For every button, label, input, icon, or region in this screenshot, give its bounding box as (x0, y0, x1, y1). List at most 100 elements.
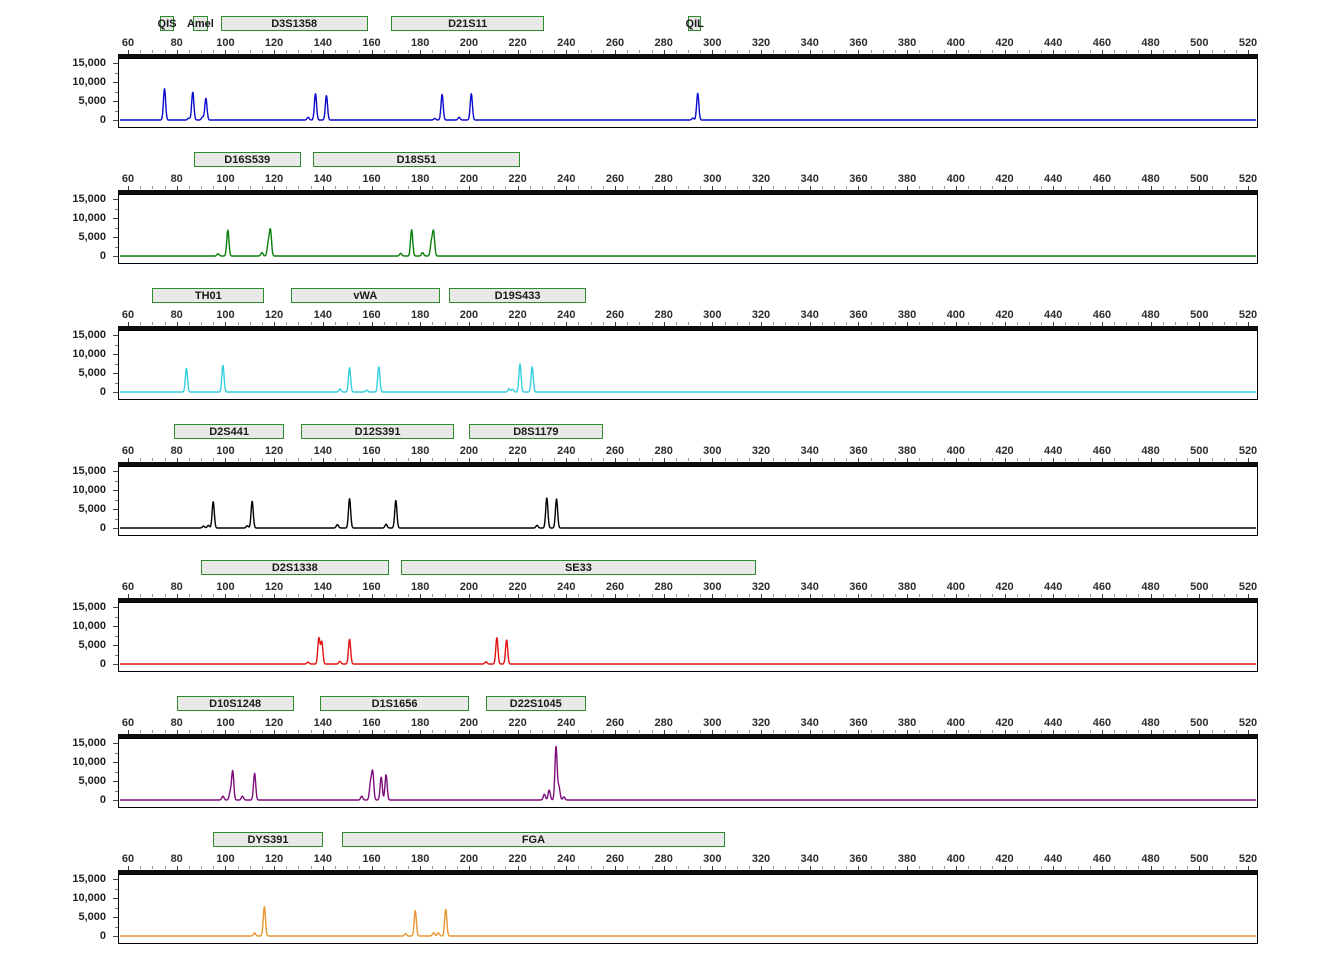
x-axis-label: 200 (459, 853, 479, 865)
x-major-tick (809, 322, 811, 326)
y-minor-tick (115, 771, 118, 773)
y-minor-tick (115, 227, 118, 229)
x-minor-tick (383, 866, 385, 869)
y-axis-label: 10,000 (72, 76, 106, 88)
x-minor-tick (481, 730, 482, 733)
x-minor-tick (1235, 458, 1237, 461)
x-major-tick (322, 866, 324, 870)
x-axis-label: 420 (995, 717, 1014, 729)
x-minor-tick (700, 866, 702, 869)
x-major-tick (566, 50, 568, 54)
x-minor-tick (408, 50, 409, 53)
x-minor-tick (1114, 730, 1116, 733)
marker-box: QIS (158, 16, 176, 31)
x-minor-tick (1175, 186, 1176, 189)
x-major-tick (1053, 322, 1055, 326)
x-axis-label: 320 (751, 853, 771, 865)
x-minor-tick (992, 730, 994, 733)
x-axis-bar (118, 190, 1258, 194)
x-axis-label: 240 (557, 37, 576, 49)
trace-dye-blue (120, 88, 1257, 121)
x-minor-tick (675, 866, 677, 869)
x-major-tick (1101, 594, 1103, 598)
x-minor-tick (651, 322, 653, 325)
x-minor-tick (1223, 594, 1225, 597)
x-minor-tick (834, 866, 836, 869)
x-minor-tick (1138, 322, 1140, 325)
x-minor-tick (821, 50, 823, 53)
x-major-tick (955, 730, 957, 734)
x-axis-label: 240 (557, 173, 576, 185)
x-minor-tick (1126, 730, 1128, 733)
x-minor-tick (980, 594, 982, 597)
x-major-tick (809, 50, 811, 54)
x-minor-tick (700, 594, 702, 597)
x-minor-tick (688, 186, 689, 189)
x-axis-label: 520 (1238, 581, 1258, 593)
x-minor-tick (882, 458, 884, 461)
x-minor-tick (456, 866, 458, 869)
x-axis-label: 280 (654, 37, 673, 49)
x-axis-label: 60 (121, 37, 135, 49)
y-major-tick (113, 82, 118, 83)
x-minor-tick (347, 730, 349, 733)
x-major-tick (907, 866, 909, 870)
trace-polyline (120, 88, 1257, 121)
x-minor-tick (590, 322, 592, 325)
x-minor-tick (943, 730, 945, 733)
x-minor-tick (152, 322, 154, 325)
x-major-tick (858, 730, 860, 734)
x-minor-tick (541, 866, 543, 869)
x-minor-tick (748, 322, 750, 325)
marker-label-row: D2S1338 SE33 (0, 560, 1333, 577)
x-axis-label: 60 (121, 581, 135, 593)
x-major-tick (1150, 458, 1152, 462)
x-minor-tick (1028, 322, 1030, 325)
marker-label: D21S11 (448, 17, 488, 30)
x-minor-tick (237, 50, 239, 53)
x-minor-tick (152, 186, 154, 189)
x-minor-tick (456, 186, 458, 189)
x-minor-tick (1138, 186, 1140, 189)
x-minor-tick (505, 866, 507, 869)
x-axis-label: 360 (849, 309, 868, 321)
x-minor-tick (395, 50, 397, 53)
x-major-tick (322, 186, 324, 190)
x-minor-tick (834, 50, 836, 53)
x-minor-tick (1041, 866, 1042, 869)
y-axis-label: 0 (99, 386, 106, 398)
x-minor-tick (481, 322, 482, 325)
x-axis-label: 240 (557, 309, 576, 321)
y-axis: 15,000 10,000 5,000 0 (0, 193, 118, 264)
marker-label-row: D16S539 D18S51 (0, 152, 1333, 169)
x-axis-label: 120 (264, 37, 284, 49)
x-minor-tick (968, 866, 969, 869)
x-minor-tick (383, 186, 385, 189)
x-major-tick (907, 186, 909, 190)
x-axis-bar (118, 326, 1258, 330)
x-minor-tick (554, 322, 556, 325)
x-major-tick (1199, 866, 1201, 870)
x-minor-tick (1235, 594, 1237, 597)
x-axis-label: 280 (654, 173, 673, 185)
x-minor-tick (249, 866, 251, 869)
x-axis-label: 100 (216, 445, 235, 457)
x-minor-tick (688, 50, 689, 53)
x-major-tick (858, 458, 860, 462)
x-minor-tick (554, 458, 556, 461)
x-major-tick (712, 186, 714, 190)
x-minor-tick (748, 186, 750, 189)
x-axis-label: 340 (800, 853, 819, 865)
x-minor-tick (249, 730, 251, 733)
x-axis-label: 260 (605, 717, 625, 729)
x-axis-label: 80 (170, 581, 183, 593)
x-minor-tick (882, 730, 884, 733)
x-minor-tick (505, 730, 507, 733)
x-axis-label: 140 (313, 717, 332, 729)
x-minor-tick (201, 50, 202, 53)
x-major-tick (176, 322, 178, 326)
x-minor-tick (152, 730, 154, 733)
y-axis-label: 15,000 (72, 329, 106, 341)
x-major-tick (761, 322, 762, 326)
x-axis-label: 480 (1141, 37, 1160, 49)
